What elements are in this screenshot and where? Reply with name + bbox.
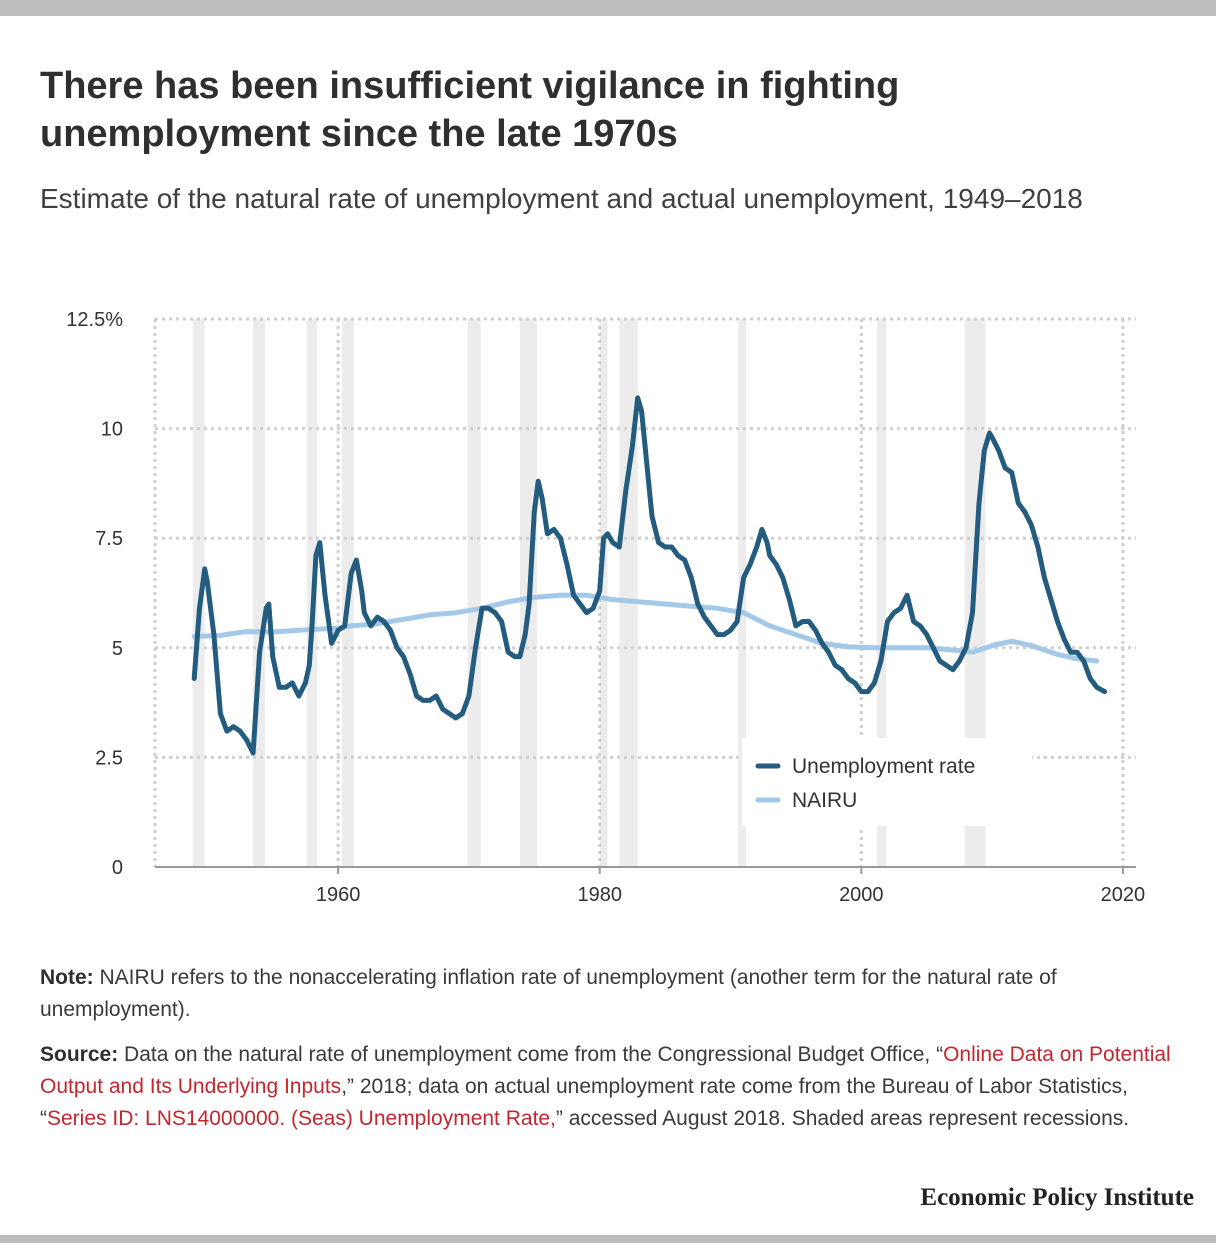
y-tick-label: 2.5 — [95, 747, 123, 769]
legend-label: Unemployment rate — [792, 755, 975, 778]
legend-background — [742, 738, 1032, 826]
source-link-cbo[interactable]: Online Data on Potential Output and Its … — [40, 1043, 1171, 1098]
top-border — [0, 0, 1216, 16]
x-tick-label: 2020 — [1101, 884, 1146, 906]
note: Note: NAIRU refers to the nonacceleratin… — [40, 962, 1180, 1026]
chart-title: There has been insufficient vigilance in… — [40, 65, 900, 155]
x-tick-label: 2000 — [839, 884, 884, 906]
recession-band-6 — [599, 319, 608, 867]
axes: 0 2.5 5 7.5 10 12.5% 1960 1980 2000 2020 — [66, 309, 1145, 906]
note-text: NAIRU refers to the nonaccelerating infl… — [40, 966, 1057, 1021]
x-tick-label: 1960 — [316, 884, 361, 906]
source-link-bls[interactable]: Series ID: LNS14000000. (Seas) Unemploym… — [47, 1107, 556, 1130]
note-label: Note: — [40, 966, 94, 989]
brand-logo: Economic Policy Institute — [920, 1184, 1194, 1211]
y-tick-label: 5 — [112, 638, 123, 660]
y-tick-label: 0 — [112, 857, 123, 879]
source-label: Source: — [40, 1043, 119, 1066]
line-chart: 0 2.5 5 7.5 10 12.5% 1960 1980 2000 2020 Unemploy… — [66, 309, 1145, 906]
series-lines — [191, 395, 1108, 756]
source-text-mid: ,” 2018; data on actual unemployment rat… — [40, 1075, 1128, 1130]
source-text-pre: Data on the natural rate of unemployment… — [118, 1043, 944, 1066]
unemployment-rate-line — [191, 395, 1108, 756]
legend-label: NAIRU — [792, 789, 857, 812]
chart-subtitle: Estimate of the natural rate of unemploy… — [40, 183, 1083, 214]
y-tick-label: 10 — [101, 419, 123, 441]
recession-band-1 — [253, 319, 265, 867]
legend: Unemployment rate NAIRU — [742, 738, 1032, 826]
y-tick-label: 7.5 — [95, 528, 123, 550]
bottom-border — [0, 1235, 1216, 1243]
source-text-post: ” accessed August 2018. Shaded areas rep… — [555, 1107, 1130, 1130]
recession-band-9 — [877, 319, 887, 867]
y-tick-label: 12.5% — [66, 309, 123, 331]
source: Source: Data on the natural rate of unem… — [40, 1039, 1180, 1135]
recession-band-0 — [192, 319, 205, 867]
recession-band-4 — [467, 319, 481, 867]
x-tick-label: 1980 — [577, 884, 622, 906]
